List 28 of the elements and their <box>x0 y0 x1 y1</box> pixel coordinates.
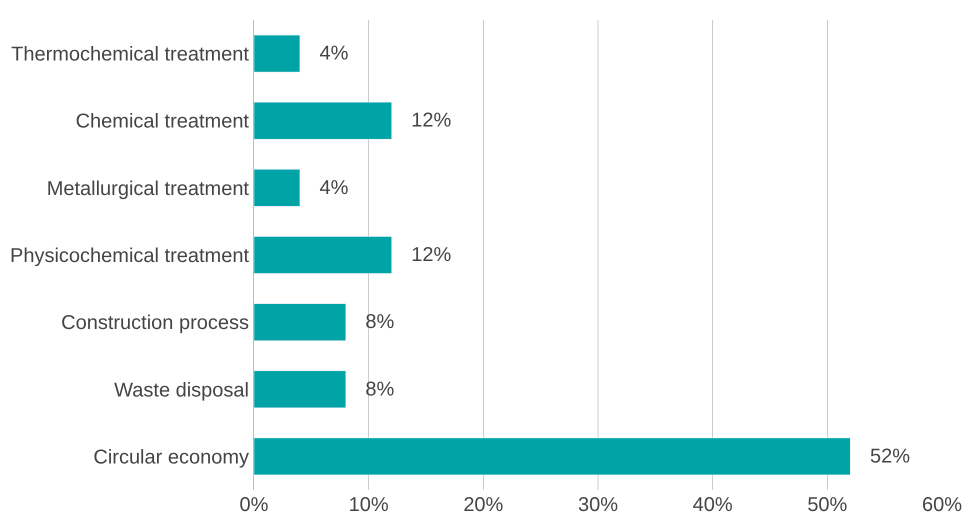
bar <box>254 438 851 476</box>
x-tick-label: 30% <box>578 494 618 516</box>
x-tick-label: 0% <box>240 494 269 516</box>
bar <box>254 303 346 341</box>
x-tick-label: 20% <box>463 494 504 516</box>
bar <box>254 169 300 207</box>
data-label: 12% <box>394 110 452 132</box>
x-tick-label: 40% <box>692 494 733 516</box>
x-tick-label: 10% <box>348 494 389 516</box>
bar <box>254 370 346 408</box>
data-label: 8% <box>348 311 395 334</box>
y-tick-label: Waste disposal <box>114 379 249 402</box>
y-tick-label: Chemical treatment <box>76 110 250 133</box>
y-tick-label: Construction process <box>61 312 249 334</box>
y-tick-label: Metallurgical treatment <box>46 178 250 200</box>
x-tick-label: 50% <box>807 494 848 516</box>
x-tick-label: 60% <box>922 494 962 516</box>
y-tick-label: Physicochemical treatment <box>10 245 250 267</box>
data-label: 52% <box>853 445 910 468</box>
data-label: 4% <box>302 42 349 65</box>
bar <box>254 236 392 274</box>
data-label: 12% <box>394 244 452 266</box>
y-tick-label: Circular economy <box>93 446 249 468</box>
data-label: 4% <box>302 176 349 199</box>
bar <box>254 102 392 140</box>
y-tick-label: Thermochemical treatment <box>11 44 250 66</box>
data-label: 8% <box>348 378 395 400</box>
bar <box>254 34 300 72</box>
